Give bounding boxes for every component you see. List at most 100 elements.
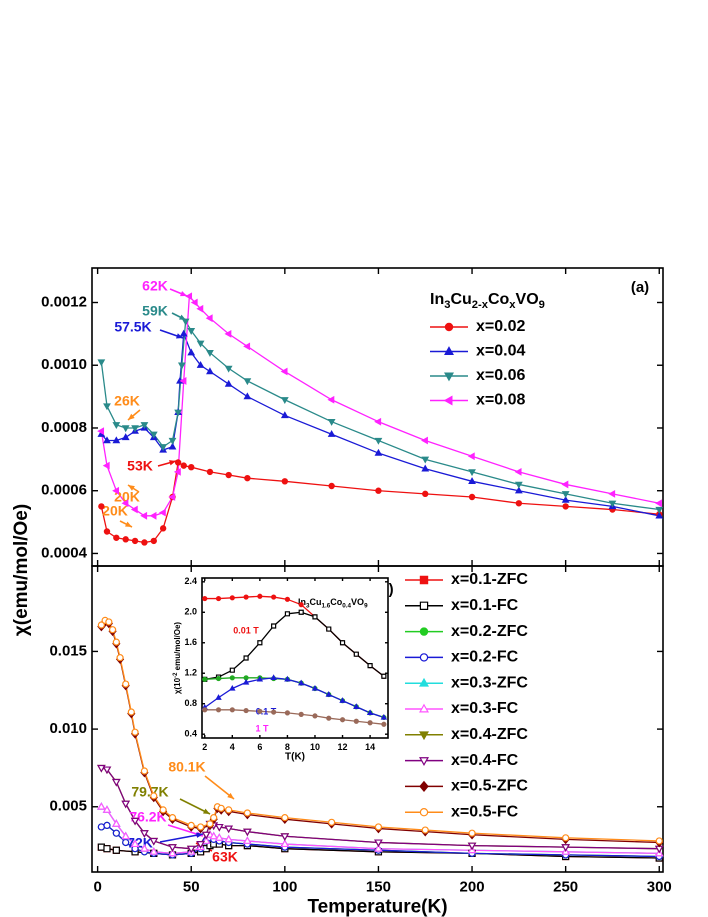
data-point — [655, 499, 662, 508]
data-point — [257, 708, 263, 714]
data-point — [421, 826, 429, 834]
data-point — [353, 718, 359, 724]
annotation: 0.1 T — [256, 706, 277, 716]
legend-marker — [444, 346, 454, 355]
title-part: 3 — [444, 299, 450, 311]
data-point — [339, 640, 346, 646]
title-part: 9 — [539, 299, 545, 311]
data-point — [97, 802, 106, 810]
x-tick-label: 10 — [310, 742, 320, 752]
annotation: 20K — [114, 489, 140, 505]
legend-marker — [444, 372, 454, 382]
data-point — [655, 511, 664, 519]
y-tick-label: 0.0010 — [41, 356, 87, 373]
data-point — [312, 713, 318, 719]
data-point — [243, 392, 252, 400]
legend-marker — [443, 395, 453, 406]
arrow-head — [196, 832, 203, 838]
legend-marker — [419, 780, 429, 793]
data-point — [298, 609, 304, 615]
legend-marker — [419, 575, 429, 585]
series-line — [100, 461, 660, 544]
data-point — [284, 611, 291, 617]
data-point — [121, 800, 131, 809]
arrow-head — [180, 291, 187, 297]
data-point — [122, 838, 130, 847]
x-tick-label: 8 — [285, 742, 290, 752]
title-part: 3 — [306, 602, 310, 609]
arrow-head — [125, 521, 132, 527]
data-point — [561, 844, 570, 852]
data-point — [130, 839, 140, 848]
data-point — [225, 806, 233, 814]
data-point — [562, 503, 569, 510]
data-point — [271, 594, 277, 600]
arrow-head — [227, 792, 234, 799]
data-point — [215, 694, 222, 700]
annotation: 76.2K — [129, 809, 166, 825]
data-point — [112, 486, 120, 495]
data-point — [149, 837, 159, 846]
data-point — [149, 511, 157, 520]
data-point — [140, 844, 149, 852]
data-point — [112, 829, 120, 837]
data-point — [514, 481, 523, 489]
annotation: 63K — [212, 849, 238, 865]
data-point — [224, 329, 232, 338]
data-point — [224, 834, 233, 843]
data-point — [202, 707, 208, 713]
x-axis-label: T(K) — [285, 752, 305, 763]
data-point — [215, 707, 222, 713]
data-point — [467, 842, 477, 851]
title-part: 2-x — [472, 299, 489, 311]
series-line — [100, 619, 660, 842]
data-point — [214, 833, 224, 841]
title-part: x — [509, 299, 516, 311]
y-tick-label: 1.6 — [184, 637, 197, 647]
series-line — [100, 319, 660, 511]
annotation: 20K — [102, 503, 128, 519]
data-point — [280, 367, 288, 376]
data-point — [108, 626, 117, 634]
annotation: 72K — [127, 835, 153, 851]
data-point — [131, 728, 139, 736]
data-point — [121, 831, 131, 840]
data-point — [206, 350, 214, 357]
data-point — [284, 675, 291, 682]
legend-marker — [419, 677, 429, 687]
arrow-head — [176, 333, 183, 339]
x-tick-label: 150 — [366, 879, 391, 896]
data-point — [243, 378, 252, 386]
data-point — [325, 691, 332, 697]
data-point — [374, 823, 383, 831]
data-point — [181, 318, 190, 326]
data-point — [561, 495, 570, 503]
data-point — [140, 511, 148, 520]
data-point — [608, 500, 617, 508]
data-point — [206, 820, 214, 828]
data-point — [421, 436, 428, 445]
data-point — [562, 834, 570, 842]
data-point — [380, 713, 388, 720]
data-point — [243, 707, 249, 714]
legend-label: x=0.3-ZFC — [451, 674, 528, 691]
legend-label: x=0.5-ZFC — [451, 778, 528, 795]
data-point — [202, 595, 208, 602]
annotation: 57.5K — [114, 319, 151, 335]
annotation: 80.1K — [168, 759, 205, 775]
data-point — [185, 292, 193, 301]
data-point — [206, 367, 214, 375]
y-axis-label-part: -2 — [173, 672, 179, 678]
data-point — [270, 674, 277, 681]
data-point — [196, 340, 205, 348]
data-point — [103, 528, 111, 535]
data-point — [140, 830, 149, 838]
legend-label: x=0.08 — [476, 392, 525, 409]
annotation: 53K — [127, 458, 153, 474]
data-point — [374, 839, 383, 848]
title-part: 9 — [364, 602, 368, 609]
data-point — [112, 638, 120, 646]
annotation-arrow — [159, 833, 204, 843]
legend-marker — [419, 757, 429, 766]
data-point — [608, 489, 616, 498]
